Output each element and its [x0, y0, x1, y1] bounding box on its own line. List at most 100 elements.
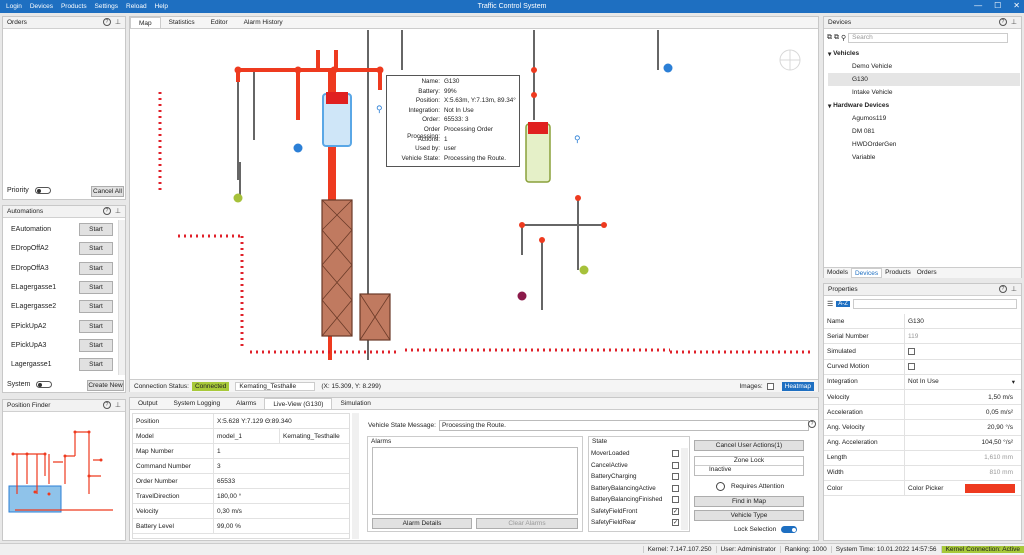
tab-live-view[interactable]: Live-View (G130) — [264, 398, 333, 409]
tab-products[interactable]: Products — [885, 269, 911, 276]
vehicle-2[interactable] — [525, 122, 551, 183]
find-in-map-button[interactable]: Find in Map — [694, 496, 804, 507]
property-value[interactable]: 810 mm — [904, 465, 1021, 481]
tab-map[interactable]: Map — [130, 17, 161, 28]
zone-lock-value[interactable]: Inactive — [709, 466, 732, 473]
property-value[interactable]: model_1 — [213, 429, 279, 443]
tab-alarms[interactable]: Alarms — [236, 400, 257, 407]
pin-icon[interactable]: ⊥ — [1010, 19, 1017, 26]
images-checkbox[interactable] — [766, 382, 774, 390]
property-value[interactable]: G130 — [904, 314, 1021, 329]
tab-system-logging[interactable]: System Logging — [173, 400, 221, 407]
property-value[interactable]: 0,05 m/s² — [904, 405, 1021, 420]
start-button[interactable]: Start — [79, 300, 113, 314]
start-button[interactable]: Start — [79, 338, 113, 352]
device-search-input[interactable]: Search — [848, 33, 1009, 43]
property-value[interactable]: 1,50 m/s — [904, 389, 1021, 405]
property-value[interactable]: 119 — [904, 329, 1021, 344]
vehicle-type-button[interactable]: Vehicle Type — [694, 510, 804, 521]
sort-az-button[interactable]: A-Z — [836, 301, 850, 307]
property-value[interactable]: Color Picker — [904, 481, 1021, 496]
property-search-input[interactable] — [852, 299, 1017, 309]
property-value[interactable]: 1 — [213, 444, 349, 458]
tab-orders[interactable]: Orders — [916, 269, 937, 276]
hardware-devices-group[interactable]: ▾ Hardware Devices — [828, 102, 890, 110]
state-checkbox[interactable]: ✓ — [672, 507, 679, 515]
copy-icon[interactable]: ⧉ — [827, 34, 832, 41]
menu-devices[interactable]: Devices — [29, 3, 53, 10]
property-value[interactable]: 104,50 °/s² — [904, 435, 1021, 450]
map-canvas[interactable]: ⚲ ⚲ — [130, 30, 818, 378]
help-icon[interactable]: ? — [808, 420, 816, 428]
minimap-viewport[interactable] — [8, 485, 62, 513]
property-value[interactable]: Kemating_Testhalle — [279, 429, 349, 443]
tab-statistics[interactable]: Statistics — [168, 19, 195, 26]
tab-output[interactable]: Output — [138, 400, 158, 407]
menu-help[interactable]: Help — [154, 3, 168, 10]
tab-alarm-history[interactable]: Alarm History — [243, 19, 283, 26]
minimize-icon[interactable]: — — [974, 1, 983, 10]
categorized-icon[interactable]: ☰ — [827, 301, 834, 308]
tree-item-intake-vehicle[interactable]: Intake Vehicle — [852, 89, 893, 96]
property-value[interactable]: 180,00 ° — [213, 489, 349, 503]
state-checkbox[interactable] — [672, 461, 679, 469]
menu-settings[interactable]: Settings — [94, 3, 119, 10]
help-icon[interactable]: ? — [998, 285, 1007, 293]
lock-selection-toggle[interactable] — [781, 526, 798, 533]
vehicle-state-message-field[interactable]: Processing the Route. — [438, 420, 809, 431]
property-value[interactable]: 99,00 % — [213, 519, 349, 533]
cancel-user-actions-button[interactable]: Cancel User Actions(1) — [694, 440, 804, 451]
state-checkbox[interactable]: ✓ — [672, 519, 679, 527]
state-checkbox[interactable] — [672, 450, 679, 458]
tree-item-demo-vehicle[interactable]: Demo Vehicle — [852, 63, 893, 70]
close-icon[interactable]: ✕ — [1013, 1, 1020, 10]
property-value[interactable] — [904, 344, 1021, 359]
state-checkbox[interactable] — [672, 484, 679, 492]
tab-editor[interactable]: Editor — [210, 19, 228, 26]
vehicles-group[interactable]: ▾ Vehicles — [828, 50, 860, 58]
start-button[interactable]: Start — [79, 223, 113, 237]
start-button[interactable]: Start — [79, 358, 113, 372]
help-icon[interactable]: ? — [102, 18, 111, 26]
vehicle-g130[interactable] — [322, 92, 352, 147]
color-swatch[interactable] — [965, 483, 1015, 493]
property-value[interactable] — [904, 359, 1021, 374]
property-value[interactable]: X:5.628 Y:7.129 Θ:89.340 — [213, 414, 349, 428]
system-toggle[interactable] — [36, 381, 53, 388]
start-button[interactable]: Start — [79, 242, 113, 256]
property-value[interactable]: Not In Use ▾ — [904, 374, 1021, 389]
tab-devices[interactable]: Devices — [850, 268, 883, 278]
location-field[interactable]: Kemating_Testhalle — [235, 381, 316, 391]
tree-item-agumos119[interactable]: Agumos119 — [852, 115, 887, 122]
scrollbar[interactable] — [681, 448, 688, 530]
paste-icon[interactable]: ⧉ — [834, 34, 839, 41]
state-checkbox[interactable] — [672, 473, 679, 481]
menu-login[interactable]: Login — [6, 3, 22, 10]
scrollbar[interactable] — [118, 220, 125, 375]
tree-item-hwdordergen[interactable]: HWDOrderGen — [852, 141, 897, 148]
heatmap-button[interactable]: Heatmap — [781, 381, 814, 391]
scrollbar[interactable] — [352, 413, 359, 539]
property-value[interactable]: 20,90 °/s — [904, 420, 1021, 435]
tree-item-g130[interactable]: G130 — [828, 73, 1020, 86]
menu-reload[interactable]: Reload — [126, 3, 147, 10]
alarms-list[interactable] — [372, 447, 578, 515]
pin-icon[interactable]: ⊥ — [114, 19, 121, 26]
start-button[interactable]: Start — [79, 261, 113, 275]
start-button[interactable]: Start — [79, 281, 113, 295]
start-button[interactable]: Start — [79, 319, 113, 333]
minimap[interactable] — [5, 414, 125, 540]
help-icon[interactable]: ? — [102, 207, 111, 215]
property-value[interactable]: 0,30 m/s — [213, 504, 349, 518]
clear-alarms-button[interactable]: Clear Alarms — [476, 518, 578, 529]
tree-item-variable[interactable]: Variable — [852, 154, 876, 161]
pin-icon[interactable]: ⊥ — [114, 402, 121, 409]
cancel-all-button[interactable]: Cancel All — [91, 186, 124, 197]
priority-toggle[interactable] — [34, 187, 51, 194]
menu-products[interactable]: Products — [60, 3, 87, 10]
maximize-icon[interactable]: ☐ — [994, 1, 1002, 10]
tab-simulation[interactable]: Simulation — [340, 400, 371, 407]
requires-attention-radio[interactable] — [716, 482, 725, 491]
chevron-down-icon[interactable]: ▾ — [1011, 378, 1015, 386]
tree-item-dm-081[interactable]: DM 081 — [852, 128, 875, 135]
